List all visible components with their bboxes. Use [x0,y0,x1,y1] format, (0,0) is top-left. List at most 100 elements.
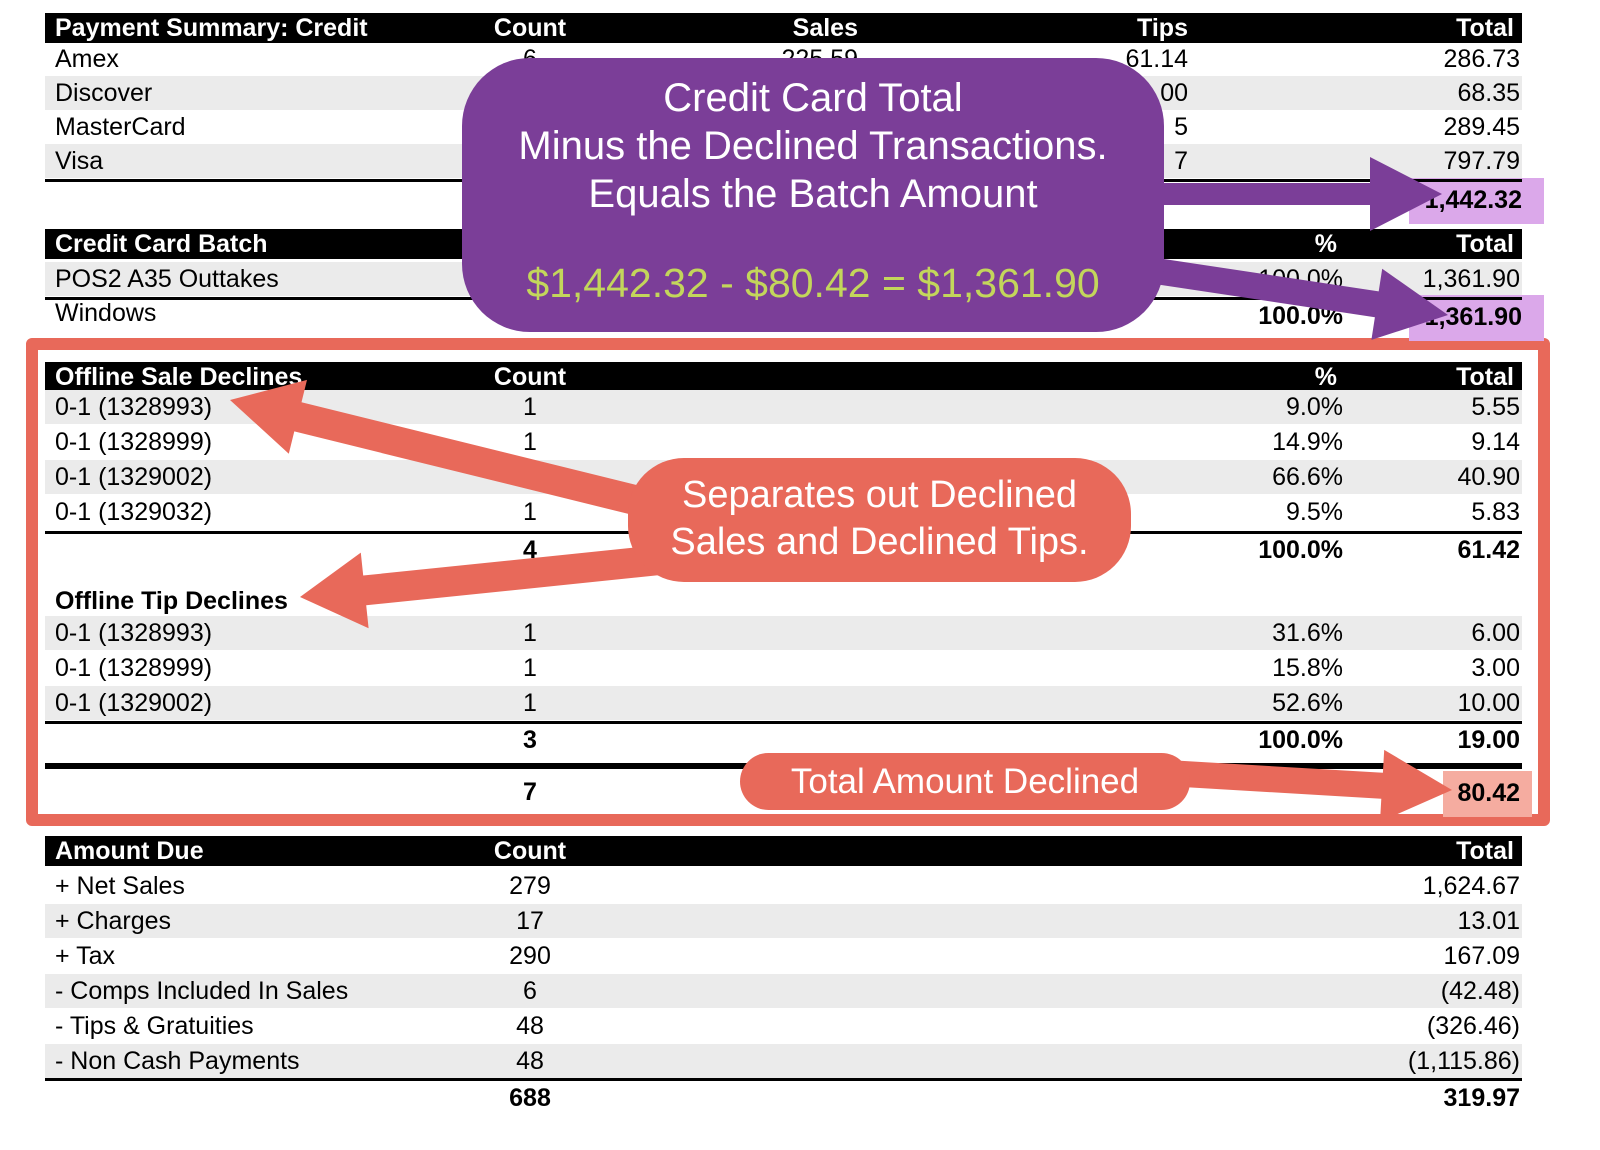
total-pct: 100.0% [1258,726,1343,754]
callout-line: Separates out Declined [681,474,1078,516]
row-tips: 61.14 [1125,45,1188,73]
table-row: 0-1 (1328999) 1 14.9% 9.14 [45,425,1522,459]
row-tips: 5 [1174,113,1188,141]
table-row: - Comps Included In Sales 6 (42.48) [45,974,1522,1008]
divider [45,721,1522,724]
row-label: 0-1 (1329002) [55,689,213,717]
row-count: 1 [523,654,537,682]
row-label: MasterCard [55,113,186,141]
row-label: 0-1 (1328999) [55,428,213,456]
table-title: Credit Card Batch [55,230,268,258]
declined-total-highlight: 80.42 [1443,771,1532,817]
total-count: 3 [523,726,537,754]
grand-total-row: 7 80.42 [45,771,1532,817]
table-row: - Tips & Gratuities 48 (326.46) [45,1009,1522,1043]
table-row: MasterCard 5 289.45 [45,110,1522,144]
row-pct: 31.6% [1272,619,1343,647]
row-label: - Comps Included In Sales [55,977,349,1005]
total-amount: 319.97 [1443,1084,1520,1112]
column-header-pct: % [1314,363,1337,391]
row-total: 6.00 [1471,619,1520,647]
column-header-tips: Tips [1137,14,1188,42]
column-header-total: Total [1456,363,1514,391]
row-total: 5.55 [1471,393,1520,421]
table-row: 0-1 (1329002) 1 52.6% 10.00 [45,686,1522,720]
row-count: 1 [523,689,537,717]
table-title: Payment Summary: Credit [55,14,368,42]
total-pct: 100.0% [1258,536,1343,564]
row-total: 289.45 [1443,113,1520,141]
row-total: (326.46) [1426,1012,1520,1040]
offline-sale-declines-header: Offline Sale Declines Count % Total [45,362,1522,392]
row-label: - Tips & Gratuities [55,1012,254,1040]
row-pct: 52.6% [1272,689,1343,717]
row-count: 17 [516,907,544,935]
row-total: 286.73 [1443,45,1520,73]
callout-line: Minus the Declined Transactions. [518,124,1108,168]
row-total: 9.14 [1471,428,1520,456]
declined-total-cell: 80.42 [1345,771,1532,817]
row-label: 0-1 (1328993) [55,393,213,421]
table-title: Offline Sale Declines [55,363,303,391]
row-total: (1,115.86) [1407,1047,1520,1075]
column-header-count: Count [493,363,567,391]
row-total: 10.00 [1457,689,1520,717]
row-total: 167.09 [1443,942,1520,970]
row-label: 0-1 (1328993) [55,619,213,647]
batch-total-highlight: 1,361.90 [1408,295,1544,341]
column-header-count: Count [493,837,567,865]
total-declined-callout: Total Amount Declined [740,753,1190,810]
callout-line: Sales and Declined Tips. [670,521,1089,563]
row-label: + Charges [55,907,172,935]
divider [45,1078,1522,1081]
table-row: + Net Sales 279 1,624.67 [45,869,1522,903]
row-total: 5.83 [1471,498,1520,526]
amount-due-header: Amount Due Count Total [45,836,1522,866]
row-total: 797.79 [1443,147,1520,175]
table-row: - Non Cash Payments 48 (1,115.86) [45,1044,1522,1078]
table-row: + Tax 290 167.09 [45,939,1522,973]
total-amount: 61.42 [1457,536,1520,564]
row-label: 0-1 (1329032) [55,498,213,526]
row-pct: 9.5% [1286,498,1343,526]
batch-total-cell: 1,361.90 [1345,295,1544,341]
section-title: Offline Tip Declines [55,587,288,615]
row-label: + Tax [55,942,115,970]
row-label: 0-1 (1328999) [55,654,213,682]
row-count: 1 [523,619,537,647]
table-row: 0-1 (1328993) 1 31.6% 6.00 [45,616,1522,650]
row-label: Discover [55,79,153,107]
column-header-count: Count [493,14,567,42]
table-row: + Charges 17 13.01 [45,904,1522,938]
row-label: Visa [55,147,104,175]
row-label: 0-1 (1329002) [55,463,213,491]
row-total: 1,624.67 [1422,872,1520,900]
column-header-sales: Sales [792,14,858,42]
row-total: (42.48) [1440,977,1520,1005]
row-label: POS2 A35 Outtakes Windows [55,265,279,327]
credit-total-highlight: 1,442.32 [1408,178,1544,224]
grand-total-count: 7 [523,778,537,806]
total-row: 688 319.97 [45,1081,1522,1115]
row-count: 1 [523,393,537,421]
row-pct: 66.6% [1272,463,1343,491]
row-count: 279 [509,872,551,900]
payment-summary-header: Payment Summary: Credit Count Sales Tips… [45,13,1522,43]
credit-total-cell: 1,442.32 [1190,178,1544,224]
row-count: 6 [523,977,537,1005]
row-count: 1 [523,428,537,456]
table-row: 0-1 (1329032) 1 9.5% 5.83 [45,495,1522,529]
callout-label: Total Amount Declined [790,762,1140,801]
row-pct: 15.8% [1272,654,1343,682]
column-header-total: Total [1456,230,1514,258]
row-total: 3.00 [1471,654,1520,682]
table-row: 0-1 (1328993) 1 9.0% 5.55 [45,390,1522,424]
batch-formula: $1,442.32 - $80.42 = $1,361.90 [526,260,1100,306]
row-count: 48 [516,1047,544,1075]
table-row: 0-1 (1328999) 1 15.8% 3.00 [45,651,1522,685]
row-total: 68.35 [1457,79,1520,107]
row-label: Amex [55,45,119,73]
offline-tip-declines-table: Offline Tip Declines 0-1 (1328993) 1 31.… [45,586,1532,817]
row-label: + Net Sales [55,872,185,900]
